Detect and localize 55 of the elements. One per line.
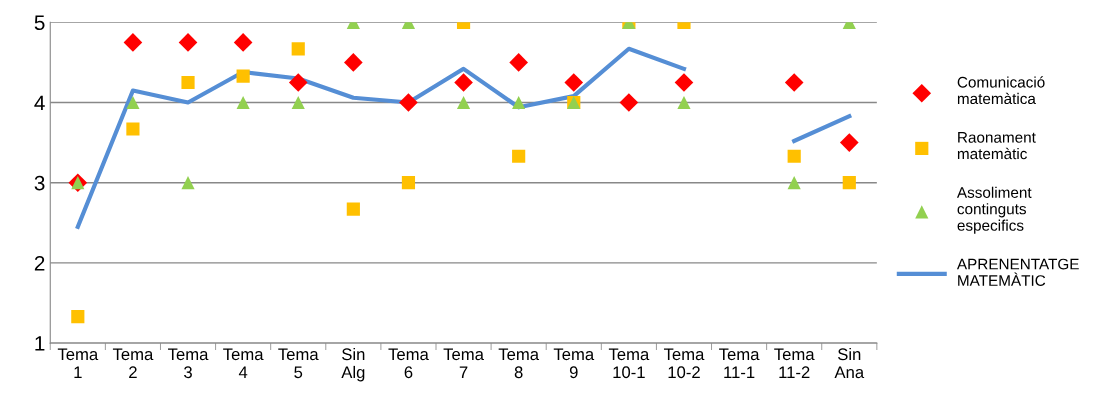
point <box>123 33 143 52</box>
legend-label: Comunicació matemàtica <box>957 76 1045 105</box>
point <box>454 73 473 92</box>
point <box>512 149 526 163</box>
point <box>839 133 859 152</box>
point <box>677 95 691 110</box>
point <box>784 73 804 92</box>
x-tick-label: Tema 2 <box>112 348 154 378</box>
y-tick-label: 5 <box>34 15 45 31</box>
point <box>126 122 140 136</box>
x-tick-label: Sin Alg <box>341 347 365 382</box>
x-tick-label: Tema 11-1 <box>719 348 760 378</box>
point <box>291 95 305 110</box>
point <box>787 176 801 190</box>
point <box>344 53 363 72</box>
x-tick-label: Tema 6 <box>388 348 429 379</box>
point <box>674 73 694 92</box>
point <box>181 176 195 190</box>
point <box>236 69 250 83</box>
y-tick-label: 4 <box>34 95 45 111</box>
point <box>787 149 801 163</box>
point <box>236 95 250 110</box>
y-tick-label: 2 <box>34 255 45 271</box>
x-tick-label: Tema 3 <box>168 348 209 379</box>
point <box>401 176 416 190</box>
point <box>178 33 198 52</box>
point <box>842 176 856 190</box>
x-tick-label: Tema 10-2 <box>663 348 705 379</box>
legend-label: Assoliment continguts especifics <box>956 186 1032 234</box>
point <box>181 75 195 90</box>
x-tick-label: Tema 1 <box>57 348 99 378</box>
x-tick-label: Tema 7 <box>443 348 484 378</box>
point <box>233 33 253 52</box>
y-tick-label: 3 <box>34 175 45 191</box>
point <box>346 202 360 216</box>
x-tick-label: Tema 5 <box>278 348 319 379</box>
point <box>619 93 639 112</box>
legend-label: APRENENTATGE MATEMÀTIC <box>956 258 1079 286</box>
x-tick-label: Tema 10-1 <box>608 348 650 379</box>
point <box>291 42 305 56</box>
x-tick-label: Sin Ana <box>834 347 865 379</box>
point <box>509 53 528 72</box>
point <box>71 310 85 324</box>
point <box>288 73 308 92</box>
x-tick-label: Tema 11-2 <box>774 348 815 378</box>
legend-label: Raonament matemàtic <box>957 132 1036 160</box>
y-tick-label: 1 <box>35 336 45 351</box>
x-tick-label: Tema 8 <box>498 348 540 379</box>
point <box>126 95 140 110</box>
point <box>564 73 584 92</box>
x-tick-label: Tema 9 <box>553 348 595 379</box>
x-tick-label: Tema 4 <box>223 348 264 378</box>
point <box>512 95 526 110</box>
point <box>456 95 471 110</box>
point <box>399 93 418 112</box>
